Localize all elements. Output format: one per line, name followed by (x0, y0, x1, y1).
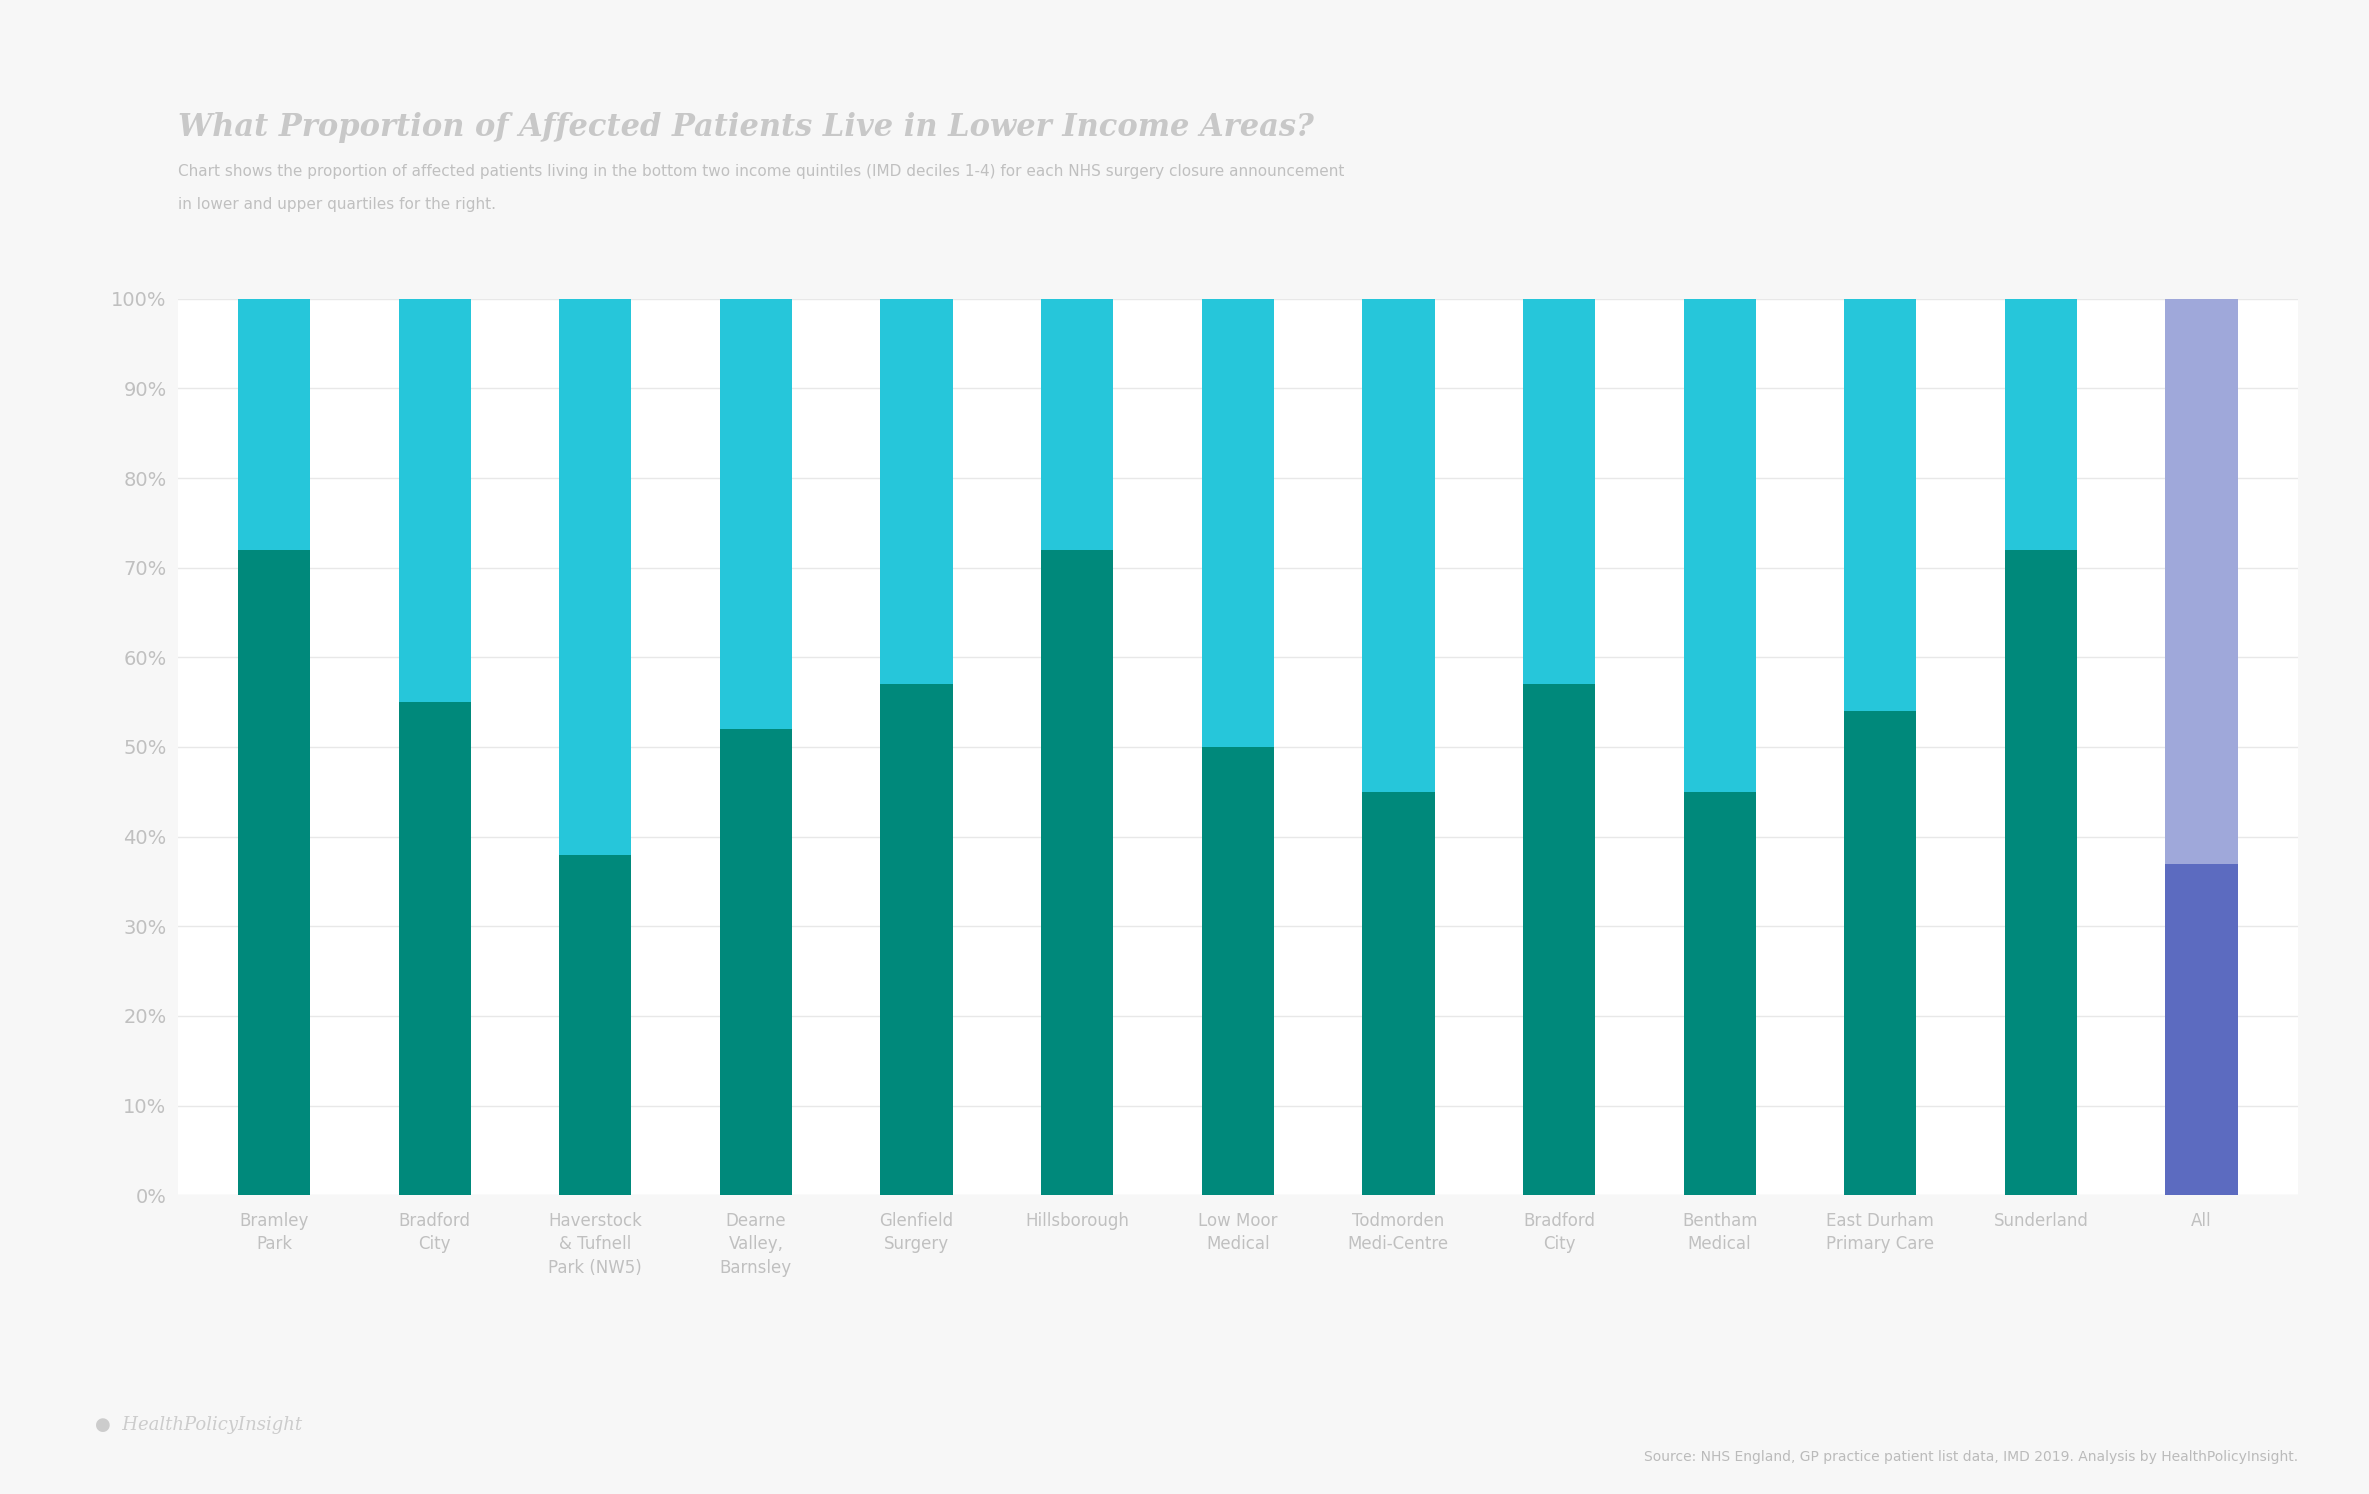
Bar (1201, 747, 1275, 1195)
Bar (2004, 550, 2078, 1195)
Bar (237, 550, 310, 1195)
Bar (1684, 792, 1755, 1195)
Bar (2165, 299, 2239, 864)
Bar (1040, 550, 1113, 1195)
Bar (720, 729, 791, 1195)
Bar (1362, 792, 1436, 1195)
Bar (1362, 299, 1436, 792)
Bar (398, 702, 471, 1195)
Bar (1843, 711, 1917, 1195)
Text: What Proportion of Affected Patients Live in Lower Income Areas?: What Proportion of Affected Patients Liv… (178, 112, 1312, 143)
Text: Chart shows the proportion of affected patients living in the bottom two income : Chart shows the proportion of affected p… (178, 164, 1343, 179)
Bar (1523, 684, 1594, 1195)
Bar (1040, 299, 1113, 550)
Bar (559, 855, 633, 1195)
Text: Source: NHS England, GP practice patient list data, IMD 2019. Analysis by Health: Source: NHS England, GP practice patient… (1644, 1451, 2298, 1464)
Bar (1201, 299, 1275, 747)
Text: in lower and upper quartiles for the right.: in lower and upper quartiles for the rig… (178, 197, 495, 212)
Bar (881, 684, 952, 1195)
Bar (237, 299, 310, 550)
Bar (559, 299, 633, 855)
Text: ●  HealthPolicyInsight: ● HealthPolicyInsight (95, 1416, 301, 1434)
Bar (720, 299, 791, 729)
Bar (2165, 864, 2239, 1195)
Bar (2004, 299, 2078, 550)
Bar (1523, 299, 1594, 684)
Bar (1843, 299, 1917, 711)
Bar (881, 299, 952, 684)
Bar (1684, 299, 1755, 792)
Bar (398, 299, 471, 702)
